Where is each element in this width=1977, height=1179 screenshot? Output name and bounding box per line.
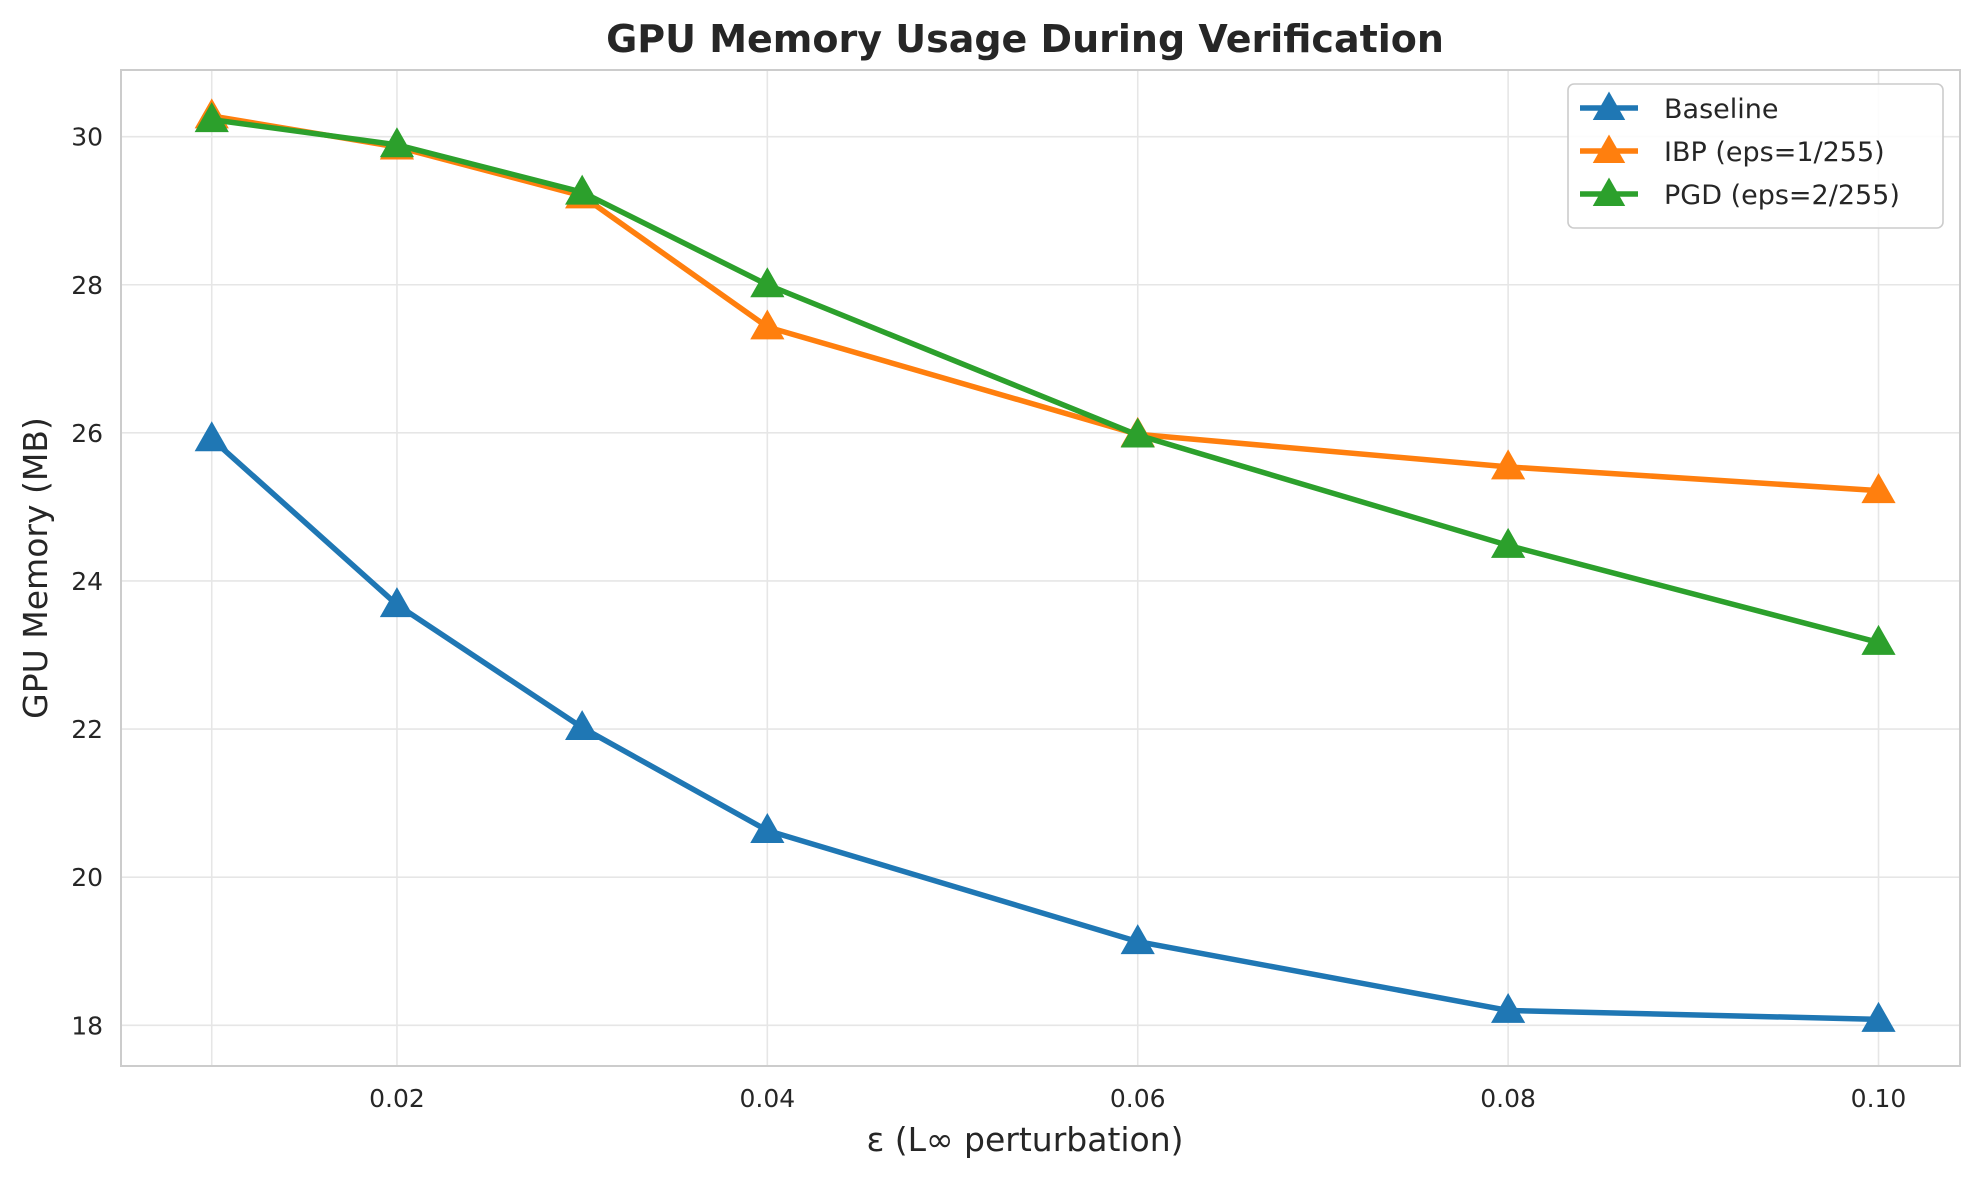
- legend-swatch-marker: [1592, 134, 1626, 163]
- y-tick-label: 28: [71, 271, 103, 300]
- y-tick-label: 22: [71, 715, 103, 744]
- y-tick-label: 18: [71, 1011, 103, 1040]
- x-tick-label: 0.10: [1851, 1084, 1907, 1113]
- data-point: [1861, 473, 1896, 504]
- y-tick-label: 30: [71, 123, 103, 152]
- legend-swatch-marker: [1592, 177, 1626, 206]
- x-tick-label: 0.06: [1110, 1084, 1166, 1113]
- x-tick-label: 0.04: [739, 1084, 795, 1113]
- y-tick-label: 24: [71, 567, 103, 596]
- legend: Baseline IBP (eps=1/255) PGD (eps=2/255): [1567, 83, 1944, 229]
- data-point: [1120, 417, 1155, 448]
- data-point: [379, 587, 415, 618]
- y-tick-label: 26: [71, 419, 103, 448]
- legend-entry: IBP (eps=1/255): [1580, 134, 1885, 168]
- data-point: [750, 267, 785, 298]
- data-point: [750, 309, 785, 340]
- legend-entry: PGD (eps=2/255): [1580, 177, 1900, 211]
- data-point: [194, 421, 229, 452]
- legend-entry: Baseline: [1580, 91, 1778, 125]
- data-point: [194, 102, 229, 133]
- chart-title: GPU Memory Usage During Verification: [606, 17, 1444, 61]
- legend-label: IBP (eps=1/255): [1664, 137, 1885, 168]
- legend-label: Baseline: [1664, 94, 1778, 125]
- data-point: [1861, 1001, 1896, 1032]
- data-point: [1120, 924, 1155, 955]
- y-tick-label: 20: [71, 863, 103, 892]
- data-point: [750, 813, 785, 843]
- data-point: [1491, 992, 1526, 1023]
- y-axis-label: GPU Memory (MB): [16, 417, 55, 719]
- legend-swatch-marker: [1592, 91, 1626, 120]
- data-point: [1861, 624, 1896, 655]
- data-point: [1491, 449, 1526, 480]
- series-2: [194, 102, 1896, 655]
- data-point: [565, 710, 600, 741]
- plot-area: [120, 69, 1961, 1067]
- x-axis-label: ε (L∞ perturbation): [866, 1120, 1183, 1159]
- legend-box: [1567, 83, 1944, 229]
- data-point: [379, 127, 415, 158]
- data-point: [1491, 527, 1526, 558]
- data-point: [565, 174, 600, 205]
- legend-label: PGD (eps=2/255): [1664, 180, 1900, 211]
- x-tick-label: 0.08: [1480, 1084, 1536, 1113]
- series-layer: [194, 98, 1896, 1032]
- series-0: [194, 421, 1896, 1032]
- x-tick-label: 0.02: [369, 1084, 425, 1113]
- tick-labels: 0.02 0.04 0.06 0.08 0.10 18 20 22 24 26 28 30: [71, 123, 1906, 1113]
